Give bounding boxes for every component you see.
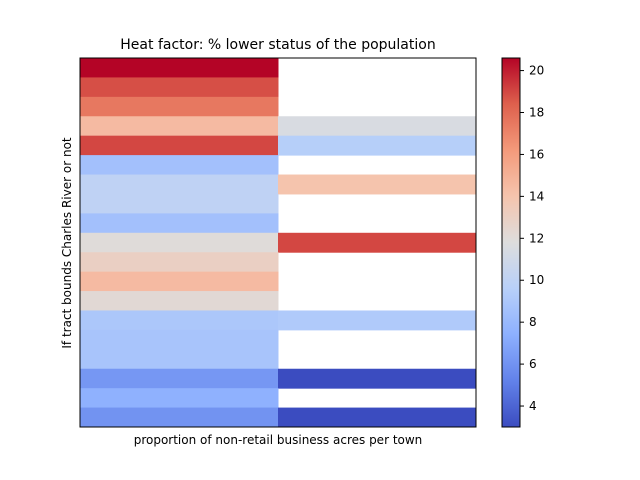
heatmap-cell — [80, 58, 279, 78]
heatmap-cell — [80, 193, 279, 214]
colorbar-tick-label: 20 — [529, 64, 544, 78]
heatmap-cell — [80, 135, 279, 156]
heatmap-cell — [278, 407, 477, 428]
colorbar: 4 6 8 10 12 14 16 18 20 — [501, 57, 544, 428]
heatmap-cell — [80, 96, 279, 117]
colorbar-gradient — [501, 57, 521, 428]
colorbar-tick-label: 10 — [529, 273, 544, 287]
y-axis-label: If tract bounds Charles River or not — [60, 137, 74, 349]
chart-title: Heat factor: % lower status of the popul… — [120, 37, 435, 53]
heatmap-cell — [80, 407, 279, 428]
heatmap-cell — [80, 349, 279, 370]
heatmap-cell — [80, 388, 279, 409]
heatmap-cell — [80, 155, 279, 176]
heatmap-cell — [80, 252, 279, 273]
heatmap-cell — [278, 368, 477, 389]
colorbar-tick-label: 16 — [529, 147, 544, 161]
heatmap-cell — [80, 77, 279, 98]
heatmap-cell — [278, 174, 477, 195]
heatmap-cell — [80, 271, 279, 292]
plot-frame — [79, 57, 477, 428]
heatmap-cell — [278, 232, 477, 253]
heatmap-cell — [80, 213, 279, 234]
colorbar-tick-label: 6 — [529, 357, 537, 371]
colorbar-tick-label: 14 — [529, 189, 544, 203]
heatmap-cell — [278, 116, 477, 137]
heatmap-cell — [80, 116, 279, 137]
colorbar-tick-label: 18 — [529, 106, 544, 120]
heatmap-cell — [80, 368, 279, 389]
colorbar-tick-label: 8 — [529, 315, 537, 329]
heatmap-cell — [80, 174, 279, 195]
x-axis-label: proportion of non-retail business acres … — [134, 433, 423, 447]
heatmap-cell — [80, 232, 279, 253]
heatmap-cell — [278, 310, 477, 331]
heatmap-cell — [80, 291, 279, 311]
heatmap-cell — [278, 135, 477, 156]
heatmap-cells — [80, 58, 477, 428]
colorbar-tick-label: 12 — [529, 231, 544, 245]
heatmap-cell — [80, 310, 279, 331]
heatmap-cell — [80, 329, 279, 350]
colorbar-tick-label: 4 — [529, 399, 537, 413]
